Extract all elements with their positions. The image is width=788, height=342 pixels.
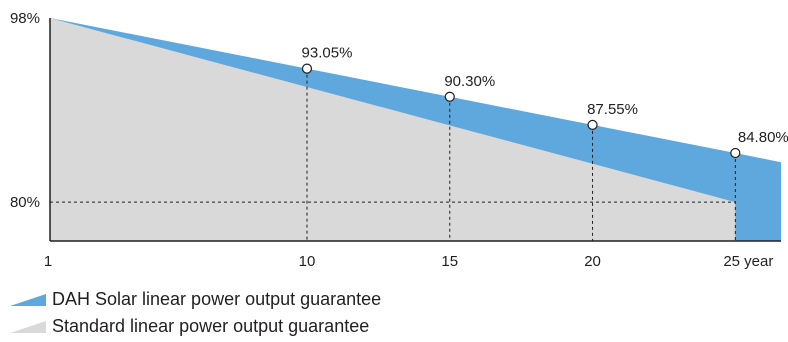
reference-lines — [50, 68, 736, 241]
data-point — [587, 119, 598, 130]
data-point — [444, 91, 455, 102]
legend-wedge-icon — [10, 320, 46, 333]
legend-label: Standard linear power output guarantee — [52, 316, 370, 336]
data-label: 84.80% — [738, 129, 788, 146]
legend-swatch-standard — [10, 320, 46, 333]
series-area-1 — [50, 18, 736, 241]
x-tick-label: 1 — [44, 253, 52, 270]
legend-item-standard: Standard linear power output guarantee — [10, 313, 381, 340]
x-tick-label: 15 — [441, 253, 458, 270]
chart-labels: 1 10 15 20 25 year 98% 80% 93.05% 90.30% 87.55% 84… — [10, 10, 788, 270]
x-tick-label: 10 — [299, 253, 316, 270]
chart-axes — [49, 18, 781, 242]
data-label: 90.30% — [444, 73, 495, 90]
data-label: 93.05% — [302, 45, 353, 62]
data-point — [301, 63, 313, 74]
x-tick-label: 25 year — [723, 253, 773, 270]
y-tick-label: 98% — [10, 10, 40, 27]
power-guarantee-chart: 1 10 15 20 25 year 98% 80% 93.05% 90.30% 87.55% 84… — [10, 10, 788, 270]
data-markers — [301, 63, 741, 159]
legend-label: DAH Solar linear power output guarantee — [52, 289, 382, 309]
data-point — [730, 147, 741, 159]
data-label: 87.55% — [587, 101, 638, 118]
y-tick-label: 80% — [10, 194, 40, 211]
x-tick-label: 20 — [584, 253, 601, 270]
legend-wedge-icon — [10, 293, 46, 306]
legend-swatch-dah-solar — [10, 293, 46, 306]
chart-legend: DAH Solar linear power output guarantee … — [10, 286, 381, 340]
legend-item-dah-solar: DAH Solar linear power output guarantee — [10, 286, 381, 313]
chart-areas — [50, 18, 781, 241]
